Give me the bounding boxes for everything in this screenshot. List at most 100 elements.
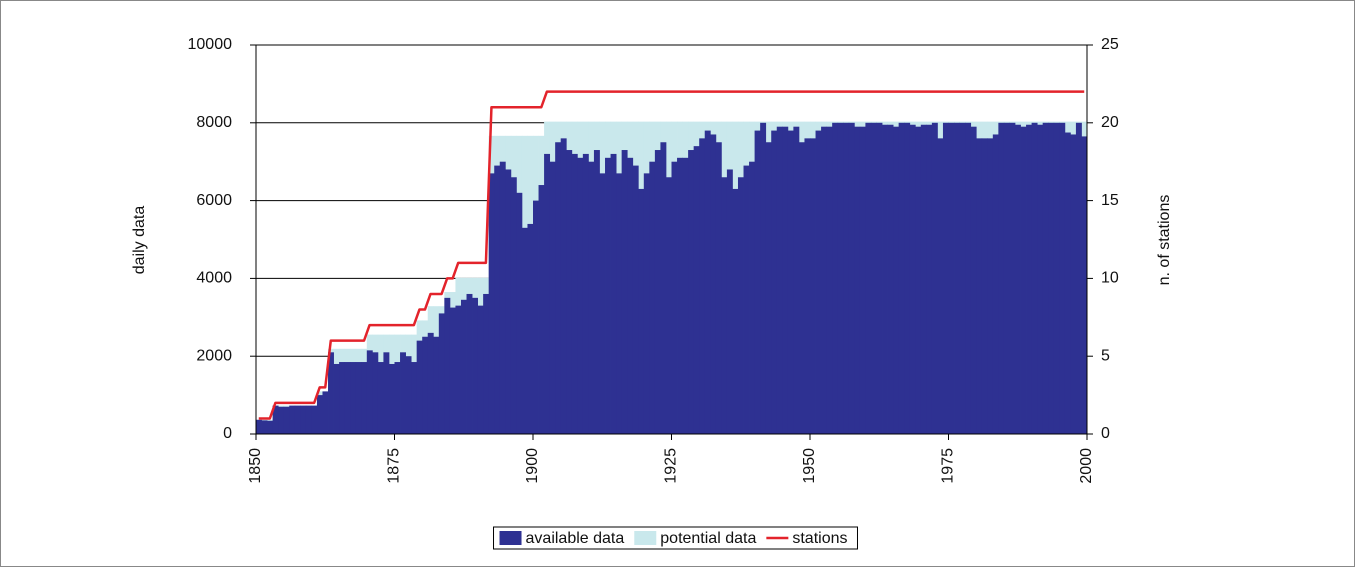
bar (377, 362, 384, 434)
bar (455, 305, 462, 434)
bar (732, 188, 739, 434)
bar (826, 126, 833, 434)
bar (815, 130, 822, 434)
bar (400, 352, 406, 434)
bar (372, 352, 379, 434)
bar (300, 405, 307, 434)
bar (555, 142, 562, 434)
y-tick-label: 0 (223, 425, 232, 442)
bar (438, 313, 445, 434)
bar (1042, 122, 1049, 435)
bar (965, 122, 972, 435)
bar (693, 146, 700, 434)
bar (715, 142, 722, 434)
bar (798, 142, 805, 434)
bar (460, 299, 467, 434)
bar (665, 177, 672, 434)
bar (920, 124, 927, 435)
bar (787, 130, 794, 434)
bar (904, 122, 911, 435)
bar (848, 122, 855, 435)
bar (344, 362, 351, 434)
bar (998, 122, 1005, 435)
bar (1037, 124, 1044, 435)
bar (832, 122, 839, 435)
bar (411, 362, 418, 434)
bar (571, 153, 578, 435)
bar (1070, 134, 1077, 434)
bar (599, 173, 606, 434)
bar (533, 200, 539, 434)
line (258, 90, 1085, 420)
bar (1014, 124, 1021, 435)
bar (355, 362, 362, 434)
y-tick-label: 8000 (196, 114, 232, 131)
x-tick-label: 2000 (1078, 448, 1095, 484)
bar (422, 336, 429, 434)
bar (322, 391, 329, 434)
bar (294, 405, 301, 434)
bar (472, 297, 478, 434)
bar (821, 126, 828, 434)
bar (765, 142, 772, 434)
x-tick-label: 1950 (801, 448, 818, 484)
bar (305, 405, 312, 434)
bar (361, 362, 368, 434)
bar (267, 420, 274, 434)
bar (272, 405, 279, 434)
bar (449, 307, 456, 434)
y-axis-label: daily data (131, 206, 148, 275)
bar (538, 185, 545, 434)
bar (726, 169, 733, 435)
bar (466, 293, 473, 434)
bar (278, 406, 285, 434)
bar (1053, 122, 1060, 435)
y2-tick-label: 0 (1101, 425, 1110, 442)
bar (749, 161, 755, 434)
legend-label: available data (526, 530, 625, 547)
y2-tick-label: 20 (1101, 114, 1119, 131)
x-tick-label: 1850 (247, 448, 264, 484)
bar (837, 122, 844, 435)
legend-box (493, 526, 858, 550)
bar (1064, 132, 1071, 434)
bar (1048, 122, 1055, 435)
bar (710, 134, 717, 434)
bar (394, 362, 401, 434)
x-tick-label: 1875 (386, 448, 403, 484)
bar (316, 395, 323, 434)
bar (577, 157, 584, 434)
bar (383, 352, 390, 434)
bar (804, 138, 811, 435)
y-tick-label: 6000 (196, 192, 232, 209)
legend-swatch (499, 531, 522, 545)
bar (1081, 136, 1088, 435)
bar (643, 173, 650, 434)
bar (771, 130, 778, 434)
bar (931, 122, 938, 435)
bar (843, 122, 850, 435)
bar (1009, 122, 1016, 435)
legend-swatch (634, 531, 657, 545)
bar (649, 161, 656, 434)
bar (366, 350, 373, 434)
bar (898, 122, 905, 435)
bar (593, 150, 600, 434)
bar (942, 122, 949, 435)
bar (566, 150, 573, 434)
bar (444, 297, 451, 434)
bar (810, 138, 816, 435)
bar (632, 165, 639, 434)
bar (488, 173, 495, 434)
bar (588, 161, 595, 434)
bar (876, 122, 883, 435)
bar (793, 126, 800, 434)
y2-tick-label: 15 (1101, 192, 1119, 209)
bar (1026, 124, 1032, 435)
bar (743, 165, 750, 434)
legend-label: potential data (660, 530, 756, 547)
bar (333, 363, 340, 434)
bar (261, 420, 268, 434)
bar (987, 138, 994, 435)
